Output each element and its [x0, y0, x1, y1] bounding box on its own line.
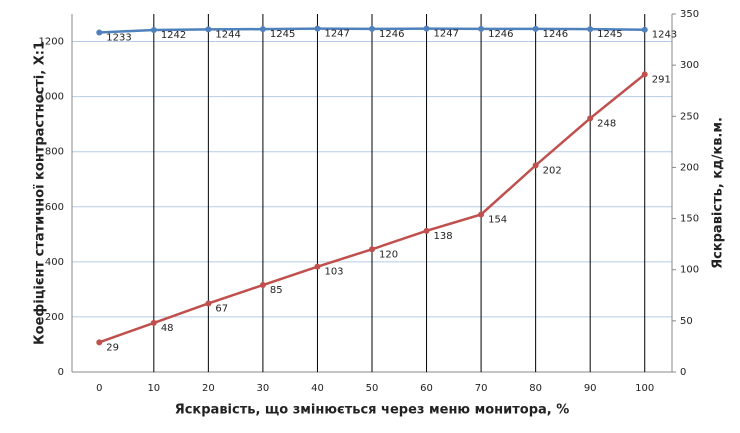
y2-tick-label: 150: [680, 214, 699, 225]
data-point: [478, 25, 485, 32]
y2-tick-label: 350: [680, 9, 699, 20]
y2-tick-label: 250: [680, 111, 699, 122]
x-tick-label: 30: [257, 383, 270, 394]
x-tick-label: 70: [475, 383, 488, 394]
data-point: [423, 227, 430, 234]
data-label: 1243: [652, 30, 677, 41]
y-tick-label: 600: [45, 202, 64, 213]
y2-tick-label: 200: [680, 162, 699, 173]
data-label: 138: [434, 231, 453, 242]
data-label: 154: [488, 214, 507, 225]
data-label: 1244: [215, 29, 240, 40]
data-point: [314, 263, 321, 270]
x-tick-label: 10: [147, 383, 160, 394]
data-point: [369, 25, 375, 32]
x-tick-label: 60: [420, 383, 433, 394]
y2-tick-label: 100: [680, 265, 699, 276]
data-point: [532, 162, 539, 169]
x-tick-label: 50: [366, 383, 379, 394]
y2-axis-title: Яскравість, кд/кв.м.: [711, 117, 726, 269]
data-label: 1245: [597, 29, 622, 40]
y-tick-label: 400: [45, 257, 64, 268]
data-point: [205, 26, 212, 33]
data-label: 248: [597, 118, 616, 129]
x-tick-label: 90: [584, 383, 597, 394]
y-tick-label: 1200: [39, 37, 64, 48]
data-point: [314, 25, 321, 32]
data-label: 1246: [488, 29, 513, 40]
data-label: 1247: [324, 29, 349, 40]
data-point: [587, 115, 594, 122]
data-point: [259, 282, 266, 289]
data-label: 291: [652, 74, 671, 85]
data-point: [478, 211, 485, 218]
y2-tick-label: 300: [680, 60, 699, 71]
data-point: [205, 300, 212, 307]
x-tick-label: 100: [635, 383, 654, 394]
y-tick-label: 0: [58, 367, 64, 378]
data-label: 85: [270, 285, 283, 296]
data-point: [641, 71, 648, 78]
x-axis-title: Яскравість, що змінюється через меню мон…: [175, 403, 570, 418]
x-tick-label: 20: [202, 383, 215, 394]
data-point: [96, 29, 103, 36]
data-label: 202: [543, 165, 562, 176]
data-label: 1245: [270, 29, 295, 40]
data-point: [587, 26, 594, 33]
data-label: 1242: [161, 30, 186, 41]
data-label: 1246: [379, 29, 404, 40]
data-point: [96, 339, 103, 346]
x-tick-label: 0: [96, 383, 102, 394]
data-point: [641, 26, 648, 33]
y-axis-title: Коефіцієнт статичної контрастності, Х:1: [33, 41, 48, 345]
data-label: 120: [379, 249, 398, 260]
data-label: 1233: [106, 32, 131, 43]
data-label: 48: [161, 323, 174, 334]
data-point: [532, 25, 539, 32]
data-label: 67: [215, 303, 228, 314]
x-tick-label: 40: [311, 383, 324, 394]
data-label: 29: [106, 342, 119, 353]
data-label: 1247: [434, 29, 459, 40]
data-label: 103: [324, 267, 343, 278]
data-point: [423, 25, 430, 32]
data-point: [369, 246, 375, 253]
y-tick-label: 1000: [39, 92, 64, 103]
y-tick-label: 800: [45, 147, 64, 158]
x-tick-label: 80: [529, 383, 542, 394]
y2-tick-label: 0: [680, 367, 686, 378]
y2-tick-label: 50: [680, 316, 693, 327]
data-point: [259, 26, 266, 33]
y-tick-label: 200: [45, 312, 64, 323]
data-label: 1246: [543, 29, 568, 40]
data-point: [150, 319, 157, 326]
data-point: [150, 26, 157, 33]
